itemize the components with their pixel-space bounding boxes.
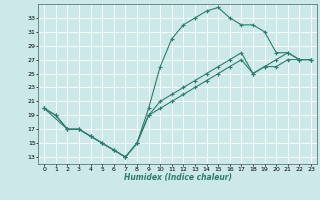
X-axis label: Humidex (Indice chaleur): Humidex (Indice chaleur) [124,173,232,182]
